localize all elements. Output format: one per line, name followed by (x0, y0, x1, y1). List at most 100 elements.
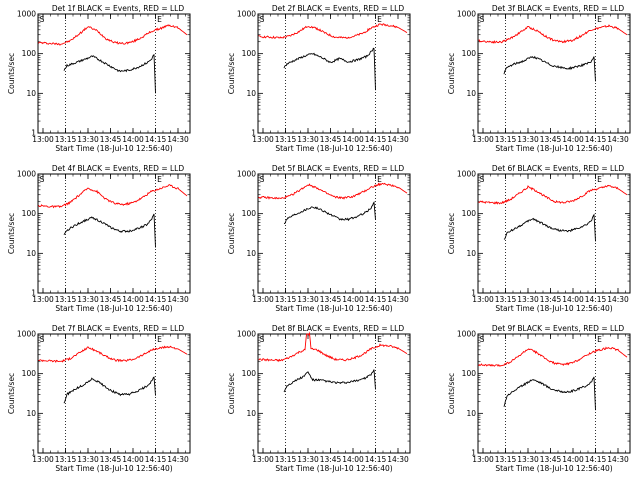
x-tick-label: 13:00 (472, 295, 494, 304)
plot-frame (37, 173, 191, 294)
start-marker: S (40, 335, 45, 344)
plot-frame (477, 173, 631, 294)
x-tick-label: 13:00 (252, 295, 274, 304)
lld-series-line (258, 182, 408, 200)
x-tick-label: 13:00 (252, 135, 274, 144)
x-tick-label: 14:15 (585, 295, 607, 304)
plot-frame (257, 173, 411, 294)
x-tick-label: 13:30 (297, 135, 319, 144)
x-tick-label: 14:15 (145, 455, 167, 464)
lld-series-line (478, 346, 628, 367)
lld-series-line (258, 331, 408, 363)
x-tick-label: 13:15 (55, 135, 77, 144)
x-tick-label: 13:30 (77, 295, 99, 304)
x-tick-label: 14:00 (562, 135, 584, 144)
x-axis-label: Start Time (18-Jul-10 12:56:40) (55, 464, 172, 473)
end-marker: E (157, 15, 162, 24)
chart-panel: Det 3f BLACK = Events, RED = LLD Start Ti… (447, 4, 631, 153)
end-marker: E (597, 15, 602, 24)
x-tick-label: 13:00 (32, 135, 54, 144)
x-tick-label: 14:00 (342, 135, 364, 144)
x-tick-label: 14:30 (607, 455, 629, 464)
y-axis-label: Counts/sec (227, 53, 236, 94)
y-tick-label: 1000 (17, 10, 36, 19)
x-axis-label: Start Time (18-Jul-10 12:56:40) (275, 144, 392, 153)
lld-series-line (38, 24, 188, 46)
x-tick-label: 14:15 (585, 455, 607, 464)
end-marker: E (157, 335, 162, 344)
events-series-line (503, 55, 596, 82)
y-axis-label: Counts/sec (447, 373, 456, 414)
y-tick-label: 1000 (457, 10, 476, 19)
y-tick-label: 10 (466, 249, 476, 258)
chart-title: Det 8f BLACK = Events, RED = LLD (272, 324, 405, 333)
events-series-line (503, 376, 596, 411)
end-marker: E (377, 15, 382, 24)
chart-title: Det 3f BLACK = Events, RED = LLD (492, 4, 625, 13)
x-tick-label: 13:00 (32, 455, 54, 464)
y-tick-label: 10 (26, 409, 36, 418)
plot-frame (257, 333, 411, 454)
x-axis-label: Start Time (18-Jul-10 12:56:40) (495, 304, 612, 313)
start-marker: S (40, 175, 45, 184)
x-tick-label: 13:15 (55, 455, 77, 464)
y-tick-label: 1 (251, 449, 256, 458)
y-tick-label: 100 (22, 369, 37, 378)
y-tick-label: 1 (251, 129, 256, 138)
chart-panel: Det 2f BLACK = Events, RED = LLD Start Ti… (227, 4, 411, 153)
x-axis-label: Start Time (18-Jul-10 12:56:40) (495, 464, 612, 473)
x-tick-label: 14:00 (122, 135, 144, 144)
x-tick-label: 13:45 (100, 455, 122, 464)
y-tick-label: 100 (22, 209, 37, 218)
chart-panel: Det 1f BLACK = Events, RED = LLD Start Ti… (7, 4, 191, 153)
chart-panel: Det 7f BLACK = Events, RED = LLD Start Ti… (7, 324, 191, 473)
x-tick-label: 13:45 (320, 295, 342, 304)
y-tick-label: 10 (26, 249, 36, 258)
y-tick-label: 1000 (237, 10, 256, 19)
chart-panel: Det 8f BLACK = Events, RED = LLD Start Ti… (227, 324, 411, 473)
x-tick-label: 13:00 (472, 455, 494, 464)
y-tick-label: 100 (242, 369, 257, 378)
y-axis-label: Counts/sec (7, 53, 16, 94)
x-tick-label: 14:30 (167, 455, 189, 464)
x-tick-label: 14:00 (122, 295, 144, 304)
x-tick-label: 13:30 (297, 455, 319, 464)
y-tick-label: 100 (462, 369, 477, 378)
x-tick-label: 14:30 (607, 135, 629, 144)
chart-panel: Det 5f BLACK = Events, RED = LLD Start Ti… (227, 164, 411, 313)
x-tick-label: 13:00 (252, 455, 274, 464)
x-tick-label: 13:45 (540, 455, 562, 464)
lld-series-line (478, 184, 628, 205)
x-tick-label: 14:30 (167, 295, 189, 304)
y-axis-label: Counts/sec (7, 373, 16, 414)
chart-title: Det 1f BLACK = Events, RED = LLD (52, 4, 185, 13)
plot-frame (477, 13, 631, 134)
x-tick-label: 13:15 (275, 295, 297, 304)
end-marker: E (377, 175, 382, 184)
y-axis-label: Counts/sec (447, 213, 456, 254)
events-series-line (63, 376, 156, 404)
y-axis-label: Counts/sec (227, 213, 236, 254)
x-axis-label: Start Time (18-Jul-10 12:56:40) (55, 144, 172, 153)
start-marker: S (480, 175, 485, 184)
plot-frame (257, 13, 411, 134)
y-tick-label: 100 (462, 209, 477, 218)
x-tick-label: 13:30 (77, 455, 99, 464)
chart-title: Det 9f BLACK = Events, RED = LLD (492, 324, 625, 333)
x-tick-label: 14:30 (607, 295, 629, 304)
x-tick-label: 13:15 (55, 295, 77, 304)
y-tick-label: 10 (26, 89, 36, 98)
events-series-line (63, 213, 156, 248)
x-tick-label: 13:45 (100, 135, 122, 144)
y-tick-label: 10 (246, 89, 256, 98)
chart-title: Det 6f BLACK = Events, RED = LLD (492, 164, 625, 173)
y-tick-label: 1 (31, 449, 36, 458)
chart-title: Det 2f BLACK = Events, RED = LLD (272, 4, 405, 13)
chart-title: Det 5f BLACK = Events, RED = LLD (272, 164, 405, 173)
y-tick-label: 100 (22, 49, 37, 58)
x-tick-label: 14:15 (585, 135, 607, 144)
x-tick-label: 14:00 (562, 295, 584, 304)
x-tick-label: 13:30 (77, 135, 99, 144)
x-tick-label: 13:30 (517, 455, 539, 464)
